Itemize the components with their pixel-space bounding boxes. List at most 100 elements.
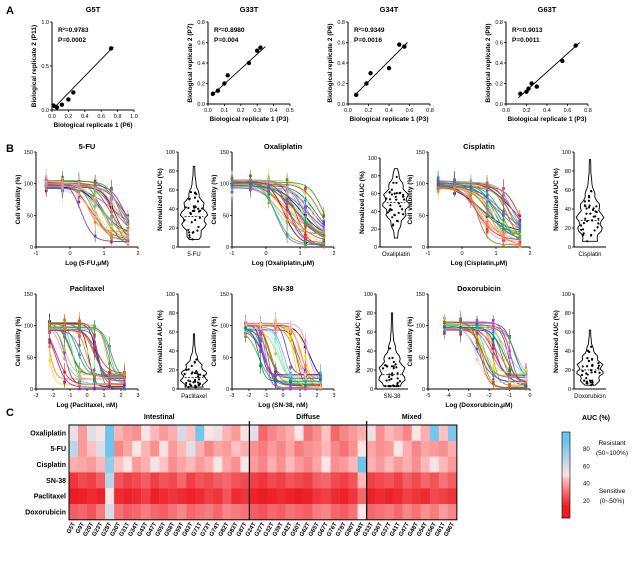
violin-point <box>381 367 385 370</box>
colorbar-step <box>562 470 570 474</box>
heatmap-cell <box>258 488 268 505</box>
data-point <box>436 190 440 193</box>
violin-point <box>581 228 585 231</box>
colorbar-step <box>562 453 570 457</box>
heatmap-cell <box>267 456 277 473</box>
data-point <box>274 319 277 323</box>
heatmap-cell <box>321 425 331 441</box>
heatmap-cell <box>231 456 241 473</box>
violin-point <box>196 381 200 384</box>
violin-point <box>585 377 588 380</box>
heatmap-cell <box>339 488 349 505</box>
x-tick-label: -1 <box>264 393 269 399</box>
colorbar-step <box>562 494 570 497</box>
x-tick-label: 0.0 <box>48 114 56 120</box>
colorbar-step <box>562 444 570 448</box>
group-label: Intestinal <box>144 414 175 421</box>
heatmap-cell <box>204 472 214 489</box>
data-point <box>108 385 111 388</box>
violin-point <box>392 365 395 368</box>
data-point <box>259 350 262 353</box>
x-tick-label: 2 <box>332 251 335 257</box>
violin-sn-38: 0 20 40 60 80 100 SN-38 Normalized AUC (%) <box>355 292 408 400</box>
data-point <box>304 233 307 237</box>
data-point <box>93 346 96 349</box>
curve <box>49 322 125 385</box>
data-point <box>78 387 81 391</box>
y-tick-label: 80 <box>565 169 571 175</box>
x-axis-label: Log (5-FU,μM) <box>65 260 109 267</box>
colorbar-step <box>562 475 570 478</box>
x-tick-label: 2 <box>315 393 318 399</box>
heatmap-cell <box>150 456 160 473</box>
x-tick-label: 0.5 <box>286 108 294 114</box>
heatmap-cell <box>186 425 196 441</box>
colorbar-step <box>562 464 570 467</box>
x-axis-label: Biological replicate 1 (P3) <box>507 116 586 123</box>
y-tick-label: 0.6 <box>337 41 345 47</box>
heatmap-cell <box>285 472 295 489</box>
data-point <box>289 326 292 330</box>
r-squared-label: R²=0.8980 <box>214 27 245 34</box>
heatmap-cell <box>123 488 133 505</box>
y-tick-label: 0.6 <box>197 41 205 47</box>
data-point <box>368 71 373 76</box>
heatmap-cell <box>69 440 79 457</box>
y-axis-label: Cell viability (%) <box>15 175 22 225</box>
violin-point <box>587 199 590 202</box>
heatmap-cell <box>168 472 178 489</box>
heatmap-cell <box>87 440 97 457</box>
data-point <box>453 180 456 184</box>
heatmap-cell <box>339 456 349 473</box>
violin-point <box>193 191 197 195</box>
heatmap-cell <box>366 440 376 457</box>
data-point <box>475 347 479 351</box>
violin-point <box>391 356 394 359</box>
y-tick-label: 40 <box>371 209 377 215</box>
heatmap-cell <box>276 456 286 473</box>
heatmap-cell <box>249 456 259 473</box>
y-tick-label: 0.4 <box>337 61 345 67</box>
x-axis-label: Log (SN-38, nM) <box>258 402 307 409</box>
x-tick-label: -5 <box>426 393 431 399</box>
curve <box>46 182 129 233</box>
heatmap-cell <box>312 504 322 520</box>
heatmap-cell <box>276 472 286 489</box>
heatmap-cell <box>348 472 358 489</box>
heatmap-cell <box>375 488 385 505</box>
violin-point <box>397 385 400 388</box>
colorbar-step <box>562 481 570 484</box>
y-tick-label: 50 <box>419 213 425 219</box>
colorbar-step <box>562 492 570 495</box>
data-point <box>285 213 289 217</box>
violin-body <box>378 312 406 387</box>
y-tick-label: 100 <box>416 182 425 188</box>
heatmap-cell <box>384 472 394 489</box>
heatmap-cell <box>447 425 458 441</box>
x-tick-label: 0.4 <box>81 114 89 120</box>
heatmap-cell <box>393 488 403 505</box>
chart-title: G5T <box>86 5 101 14</box>
heatmap-cell <box>438 504 449 520</box>
y-tick-label: 100 <box>166 150 175 156</box>
heatmap-cell <box>438 425 449 441</box>
y-axis-label: Cell viability (%) <box>407 317 414 367</box>
heatmap-cell <box>357 488 367 505</box>
heatmap-cell <box>411 488 421 505</box>
curve <box>49 327 125 375</box>
violin-point <box>194 205 197 208</box>
x-tick-label: -3 <box>34 393 39 399</box>
heatmap-cell <box>447 456 458 473</box>
data-point <box>63 380 66 384</box>
heatmap-cell <box>240 504 250 520</box>
heatmap-cell <box>150 440 160 457</box>
violin-body <box>575 159 605 242</box>
heatmap-cell <box>132 440 142 457</box>
x-tick-label: 0.6 <box>97 114 105 120</box>
curve-series <box>44 168 130 247</box>
y-tick-label: 0.2 <box>495 82 503 88</box>
curve <box>245 329 321 387</box>
curve <box>245 325 321 387</box>
